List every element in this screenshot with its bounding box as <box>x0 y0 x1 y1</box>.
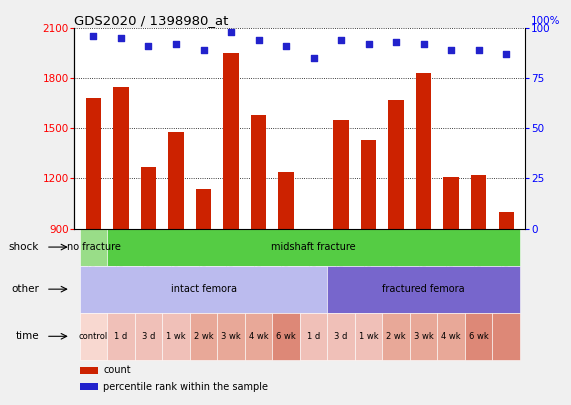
Point <box>144 43 153 49</box>
Bar <box>333 120 349 228</box>
Text: 3 d: 3 d <box>142 332 155 341</box>
FancyBboxPatch shape <box>245 313 272 360</box>
Bar <box>388 100 404 228</box>
Text: 6 wk: 6 wk <box>276 332 296 341</box>
Text: fractured femora: fractured femora <box>382 284 465 294</box>
Point <box>474 47 483 53</box>
Text: 2 wk: 2 wk <box>194 332 214 341</box>
FancyBboxPatch shape <box>327 313 355 360</box>
FancyBboxPatch shape <box>107 228 520 266</box>
Text: percentile rank within the sample: percentile rank within the sample <box>103 382 268 392</box>
Text: count: count <box>103 365 131 375</box>
Text: 4 wk: 4 wk <box>441 332 461 341</box>
Point <box>199 47 208 53</box>
FancyBboxPatch shape <box>300 313 327 360</box>
Bar <box>251 115 266 228</box>
Bar <box>279 172 293 228</box>
Point <box>116 35 126 42</box>
Text: 3 d: 3 d <box>335 332 348 341</box>
Point <box>336 37 345 44</box>
FancyBboxPatch shape <box>80 228 107 266</box>
Bar <box>114 87 128 228</box>
Text: time: time <box>15 331 39 341</box>
FancyBboxPatch shape <box>465 313 492 360</box>
Point <box>254 37 263 44</box>
Bar <box>361 140 376 228</box>
Text: 3 wk: 3 wk <box>221 332 241 341</box>
Bar <box>498 212 514 228</box>
Point <box>419 41 428 48</box>
Text: 1 d: 1 d <box>114 332 127 341</box>
FancyBboxPatch shape <box>437 313 465 360</box>
Point <box>171 41 180 48</box>
FancyBboxPatch shape <box>217 313 245 360</box>
Text: GDS2020 / 1398980_at: GDS2020 / 1398980_at <box>74 14 228 27</box>
FancyBboxPatch shape <box>190 313 217 360</box>
Text: other: other <box>11 284 39 294</box>
FancyBboxPatch shape <box>80 383 98 390</box>
FancyBboxPatch shape <box>80 266 327 313</box>
FancyBboxPatch shape <box>135 313 162 360</box>
Text: intact femora: intact femora <box>171 284 236 294</box>
Bar <box>471 175 486 228</box>
Point <box>447 47 456 53</box>
Text: midshaft fracture: midshaft fracture <box>271 242 356 252</box>
FancyBboxPatch shape <box>492 313 520 360</box>
Text: shock: shock <box>9 242 39 252</box>
Text: 3 wk: 3 wk <box>413 332 433 341</box>
Bar <box>196 188 211 228</box>
Bar <box>168 132 183 228</box>
Text: 1 d: 1 d <box>307 332 320 341</box>
Text: no fracture: no fracture <box>67 242 120 252</box>
Bar <box>306 228 321 234</box>
Bar <box>141 167 156 228</box>
Bar <box>223 53 239 228</box>
Point <box>227 29 236 36</box>
FancyBboxPatch shape <box>327 266 520 313</box>
Bar <box>86 98 101 228</box>
FancyBboxPatch shape <box>410 313 437 360</box>
Text: 1 wk: 1 wk <box>166 332 186 341</box>
FancyBboxPatch shape <box>162 313 190 360</box>
Text: 1 wk: 1 wk <box>359 332 379 341</box>
FancyBboxPatch shape <box>383 313 410 360</box>
Point <box>309 55 318 62</box>
Text: control: control <box>79 332 108 341</box>
FancyBboxPatch shape <box>272 313 300 360</box>
Point <box>501 51 510 58</box>
Point <box>364 41 373 48</box>
FancyBboxPatch shape <box>80 313 107 360</box>
Bar <box>416 73 431 228</box>
Text: 2 wk: 2 wk <box>386 332 406 341</box>
Text: 100%: 100% <box>531 15 560 26</box>
FancyBboxPatch shape <box>107 313 135 360</box>
FancyBboxPatch shape <box>355 313 383 360</box>
Text: 4 wk: 4 wk <box>249 332 268 341</box>
Point <box>282 43 291 49</box>
Bar <box>444 177 459 228</box>
FancyBboxPatch shape <box>80 367 98 373</box>
Point <box>89 33 98 40</box>
Point <box>392 39 401 46</box>
Text: 6 wk: 6 wk <box>469 332 488 341</box>
